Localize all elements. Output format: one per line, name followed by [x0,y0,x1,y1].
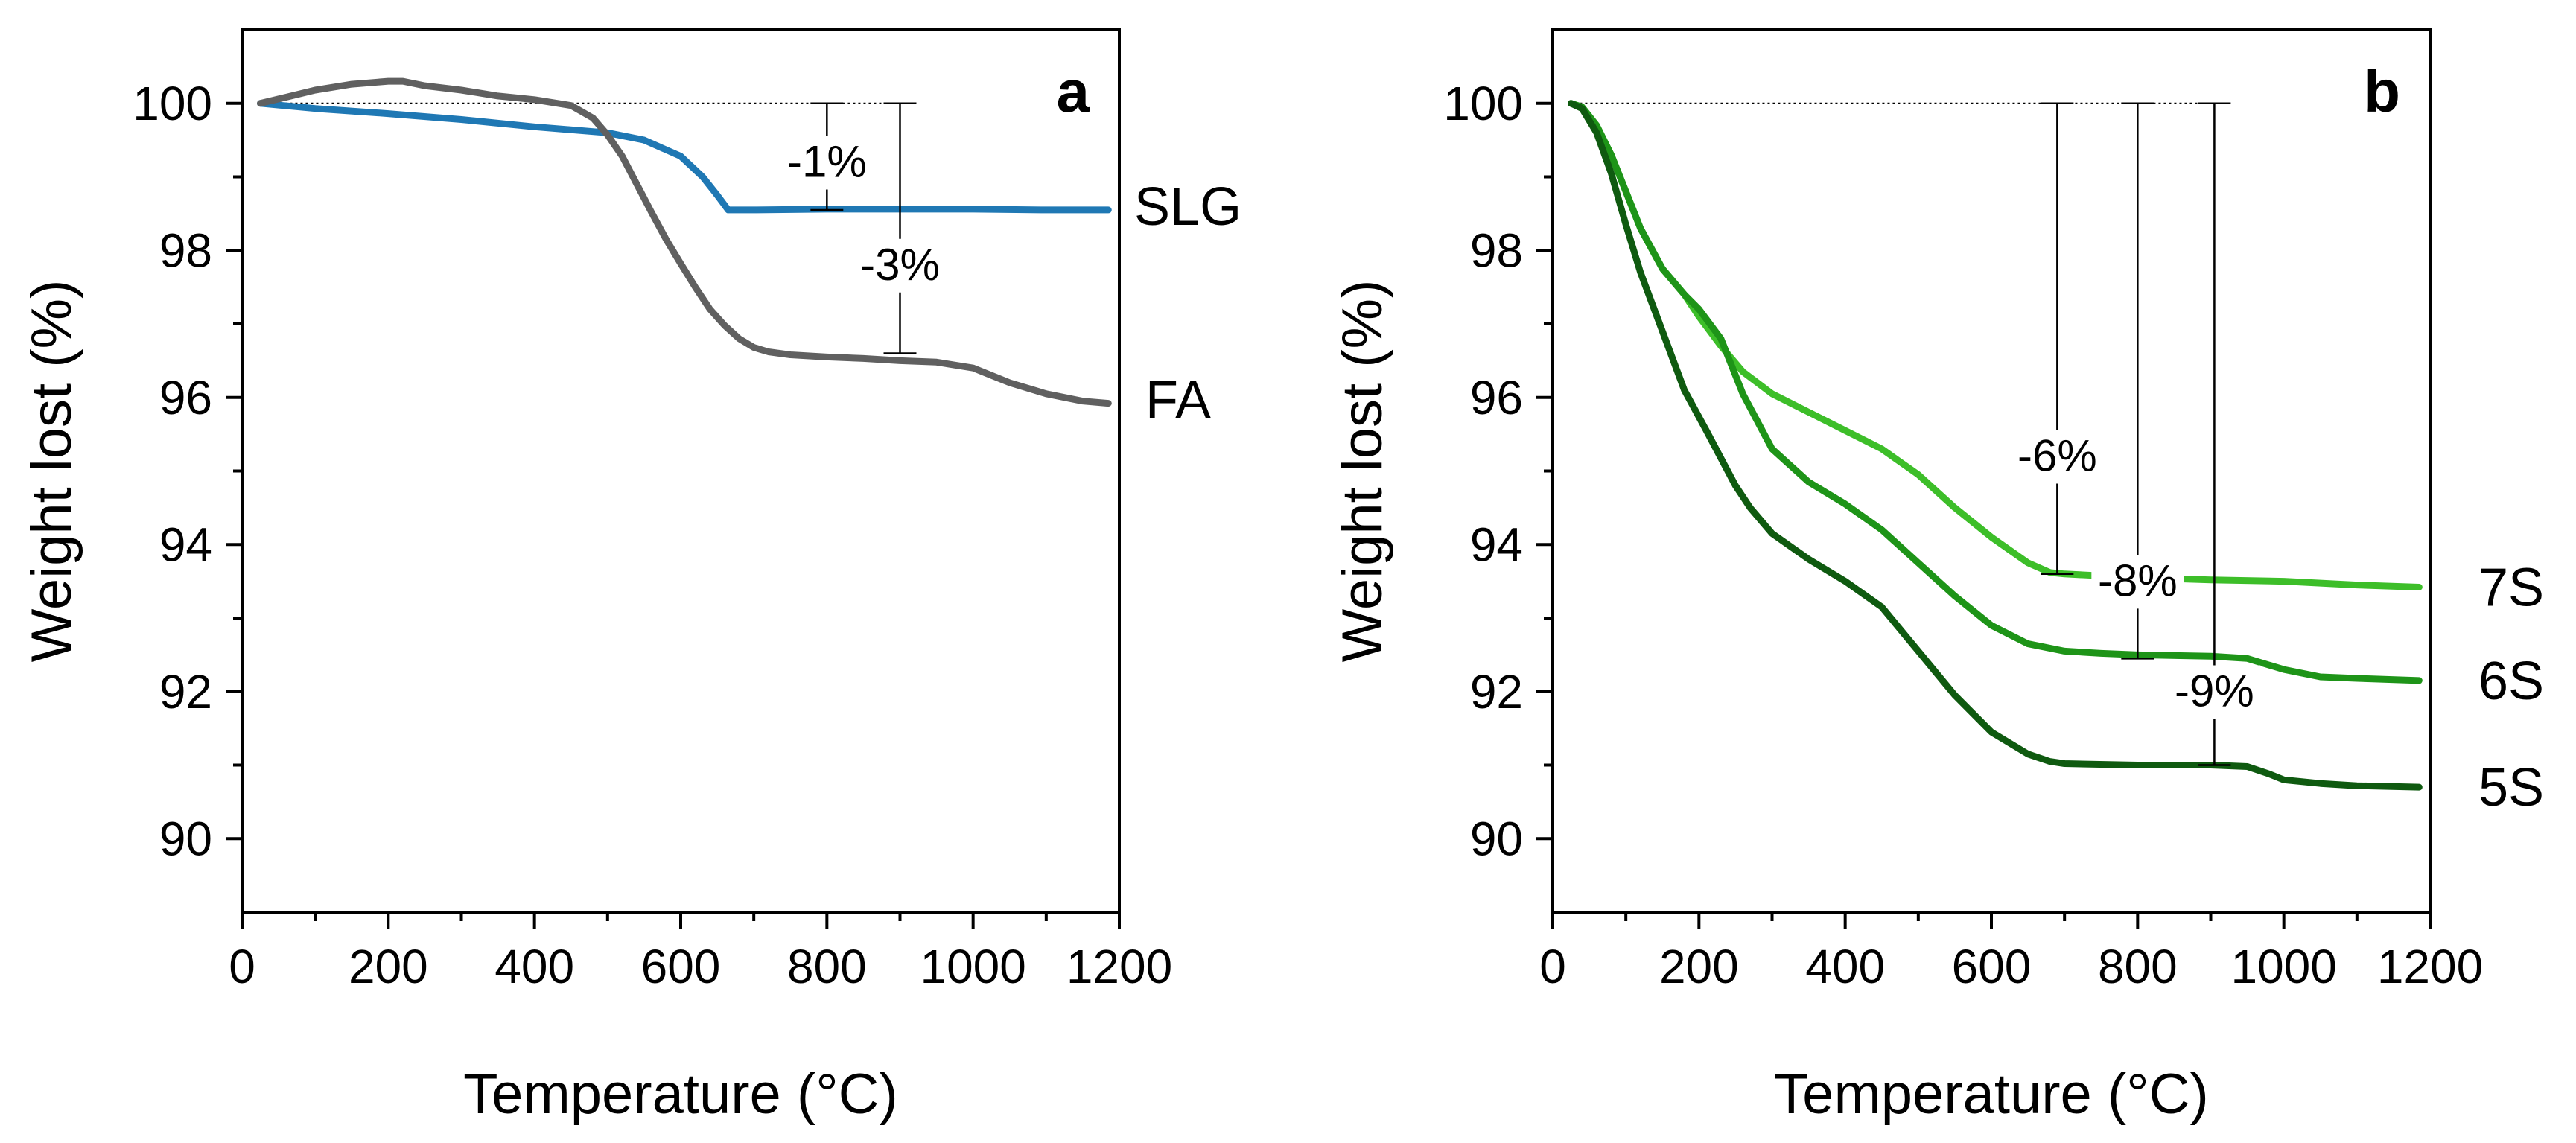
y-tick-label: 94 [1470,518,1523,571]
x-tick-label: 400 [494,940,574,993]
series-label-FA: FA [1145,371,1211,430]
x-tick-label: 1200 [2377,940,2483,993]
y-tick-label: 92 [159,665,212,719]
series-line-5S [1568,100,2423,791]
annotation-label: -8% [2098,555,2178,605]
x-axis-title: Temperature (°C) [1774,1063,2209,1126]
y-tick-label: 98 [1470,223,1523,277]
series-label-7S: 7S [2478,558,2544,618]
annotation-label-bg [780,136,874,190]
x-tick-label: 200 [349,940,428,993]
annotation-label-bg [853,238,947,293]
annotation-label-bg [2011,430,2104,484]
y-tick-label: 98 [159,223,212,277]
series-label-5S: 5S [2478,758,2544,818]
series-line-6S [1568,100,2423,684]
series-line-SLG [257,100,1112,214]
y-tick-label: 92 [1470,665,1523,719]
panel-b: -6% -8% -9% 0 200 400 600 800 1000 1200 90 92 94 96 98… [1331,28,2544,1126]
y-tick-label: 96 [1470,371,1523,424]
series-line-FA [257,77,1112,407]
y-axis-title: Weight lost (%) [1331,280,1394,663]
annotation-label: -3% [860,240,940,290]
x-tick-label: 400 [1805,940,1885,993]
panel-letter: b [2364,58,2400,124]
panel-a: -1% -3% 0 200 400 600 800 1000 1200 90 92 94 96 98 100… [20,28,1241,1126]
panel-letter: a [1057,58,1090,124]
y-tick-label: 100 [1443,77,1523,130]
annotation-label-bg [2091,555,2184,609]
x-tick-label: 1000 [920,940,1025,993]
x-tick-label: 800 [2098,940,2178,993]
x-tick-label: 600 [641,940,721,993]
annotation-label: -6% [2017,431,2097,481]
y-tick-label: 94 [159,518,212,571]
y-tick-label: 96 [159,371,212,424]
annotation-label: -9% [2175,666,2254,716]
x-axis-title: Temperature (°C) [463,1063,898,1126]
series-line-7S [1568,100,2423,590]
annotation-label-bg [2168,665,2261,719]
x-tick-label: 1200 [1066,940,1172,993]
y-tick-label: 100 [133,77,212,130]
annotation-label: -1% [787,137,867,187]
x-tick-label: 200 [1659,940,1739,993]
x-tick-label: 1000 [2230,940,2336,993]
y-tick-label: 90 [159,812,212,865]
x-tick-label: 0 [1539,940,1566,993]
series-label-6S: 6S [2478,652,2544,711]
series-label-SLG: SLG [1134,177,1241,237]
plot-frame [241,28,1121,914]
x-tick-label: 0 [229,940,255,993]
x-tick-label: 600 [1952,940,2032,993]
y-tick-label: 90 [1470,812,1523,865]
x-tick-label: 800 [787,940,867,993]
y-axis-title: Weight lost (%) [20,280,83,663]
